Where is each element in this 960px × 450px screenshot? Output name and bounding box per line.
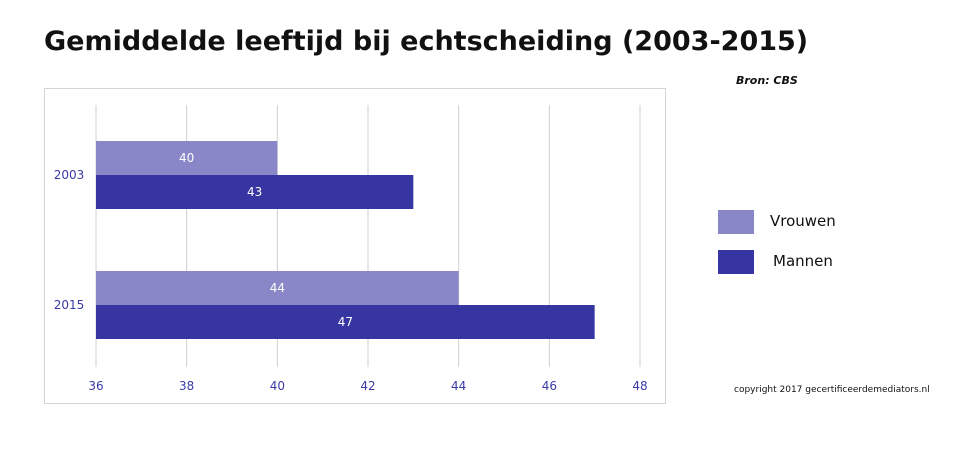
bar-mannen-2003 (96, 175, 414, 209)
y-category-label: 2003 (54, 168, 85, 182)
x-tick-label: 42 (360, 379, 375, 393)
legend-swatch-mannen (718, 250, 754, 274)
chart-frame: 36 38 40 42 44 46 48 2003 40 43 2015 44 47 (44, 88, 666, 404)
bar-vrouwen-2003 (96, 141, 278, 175)
data-label: 47 (338, 315, 353, 329)
x-tick-label: 46 (542, 379, 557, 393)
chart-title: Gemiddelde leeftijd bij echtscheiding (2… (44, 26, 809, 57)
x-tick-label: 36 (88, 379, 103, 393)
x-tick-label: 48 (632, 379, 647, 393)
copyright-note: copyright 2017 gecertificeerdemediators.… (734, 385, 930, 395)
x-tick-label: 44 (451, 379, 466, 393)
bar-chart: 36 38 40 42 44 46 48 2003 40 43 2015 44 47 (54, 105, 648, 393)
data-label: 40 (179, 151, 194, 165)
x-tick-label: 38 (179, 379, 194, 393)
x-tick-label: 40 (270, 379, 285, 393)
source-note: Bron: CBS (736, 74, 798, 87)
legend-swatch-vrouwen (718, 210, 754, 234)
y-category-label: 2015 (54, 298, 85, 312)
data-label: 43 (247, 185, 262, 199)
data-label: 44 (270, 281, 285, 295)
legend-label-mannen: Mannen (773, 252, 833, 270)
legend-label-vrouwen: Vrouwen (770, 212, 836, 230)
bar-mannen-2015 (96, 305, 595, 339)
bar-vrouwen-2015 (96, 271, 459, 305)
